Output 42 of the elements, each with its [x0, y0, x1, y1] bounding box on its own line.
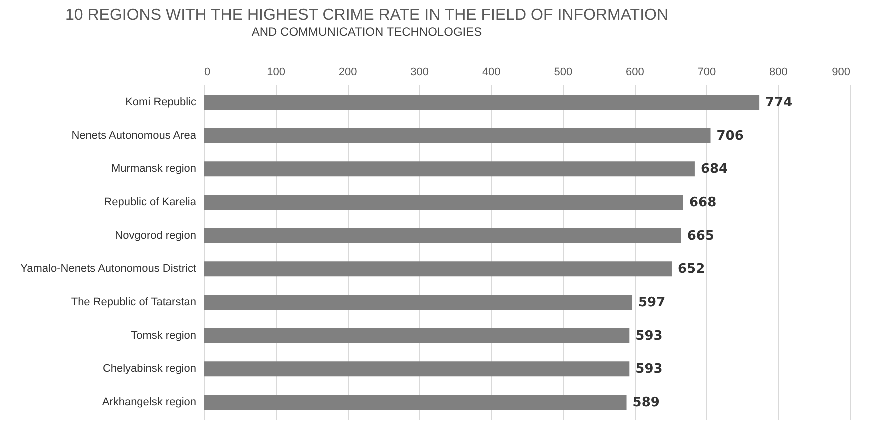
y-tick-label: Arkhangelsk region	[102, 396, 196, 408]
x-tick-label: 600	[626, 66, 644, 78]
x-tick-label: 0	[204, 66, 211, 78]
chart-title: 10 REGIONS WITH THE HIGHEST CRIME RATE IN THE FIELD OF INFORMATION	[65, 7, 669, 24]
y-tick-label: The Republic of Tatarstan	[71, 296, 196, 308]
bar	[204, 328, 630, 344]
bar	[204, 295, 633, 310]
x-tick-label: 900	[832, 66, 850, 78]
y-tick-label: Chelyabinsk region	[102, 363, 196, 376]
data-label: 774	[766, 96, 793, 110]
data-label: 589	[632, 396, 660, 410]
data-label: 593	[636, 362, 663, 378]
bar	[204, 162, 695, 177]
x-tick-label: 100	[267, 66, 286, 78]
data-label: 668	[689, 196, 717, 210]
y-tick-label: Yamalo-Nenets Autonomous District	[20, 263, 196, 276]
y-tick-label: Nenets Autonomous Area	[72, 130, 198, 142]
bar	[204, 262, 672, 277]
x-tick-label: 500	[554, 66, 573, 78]
x-tick-label: 400	[482, 66, 501, 78]
data-label: 652	[678, 262, 706, 278]
y-tick-label: Komi Republic	[126, 96, 197, 108]
bar	[204, 228, 682, 244]
bar	[204, 95, 760, 110]
x-tick-label: 800	[770, 66, 788, 78]
x-tick-label: 200	[338, 66, 358, 78]
bar	[204, 362, 630, 377]
bar	[204, 395, 627, 410]
data-label: 684	[700, 162, 728, 178]
bar	[204, 195, 684, 210]
y-tick-label: Novgorod region	[115, 230, 196, 242]
chart-subtitle: AND COMMUNICATION TECHNOLOGIES	[252, 25, 482, 39]
data-label: 593	[636, 328, 663, 344]
data-label: 665	[687, 228, 714, 244]
x-tick-label: 700	[698, 66, 716, 78]
data-label: 706	[716, 128, 744, 144]
y-tick-label: Tomsk region	[131, 330, 196, 342]
bar	[204, 128, 711, 144]
y-tick-label: Republic of Karelia	[104, 196, 198, 208]
data-label: 597	[638, 296, 666, 310]
x-tick-label: 300	[410, 66, 430, 78]
y-tick-label: Murmansk region	[112, 163, 196, 176]
